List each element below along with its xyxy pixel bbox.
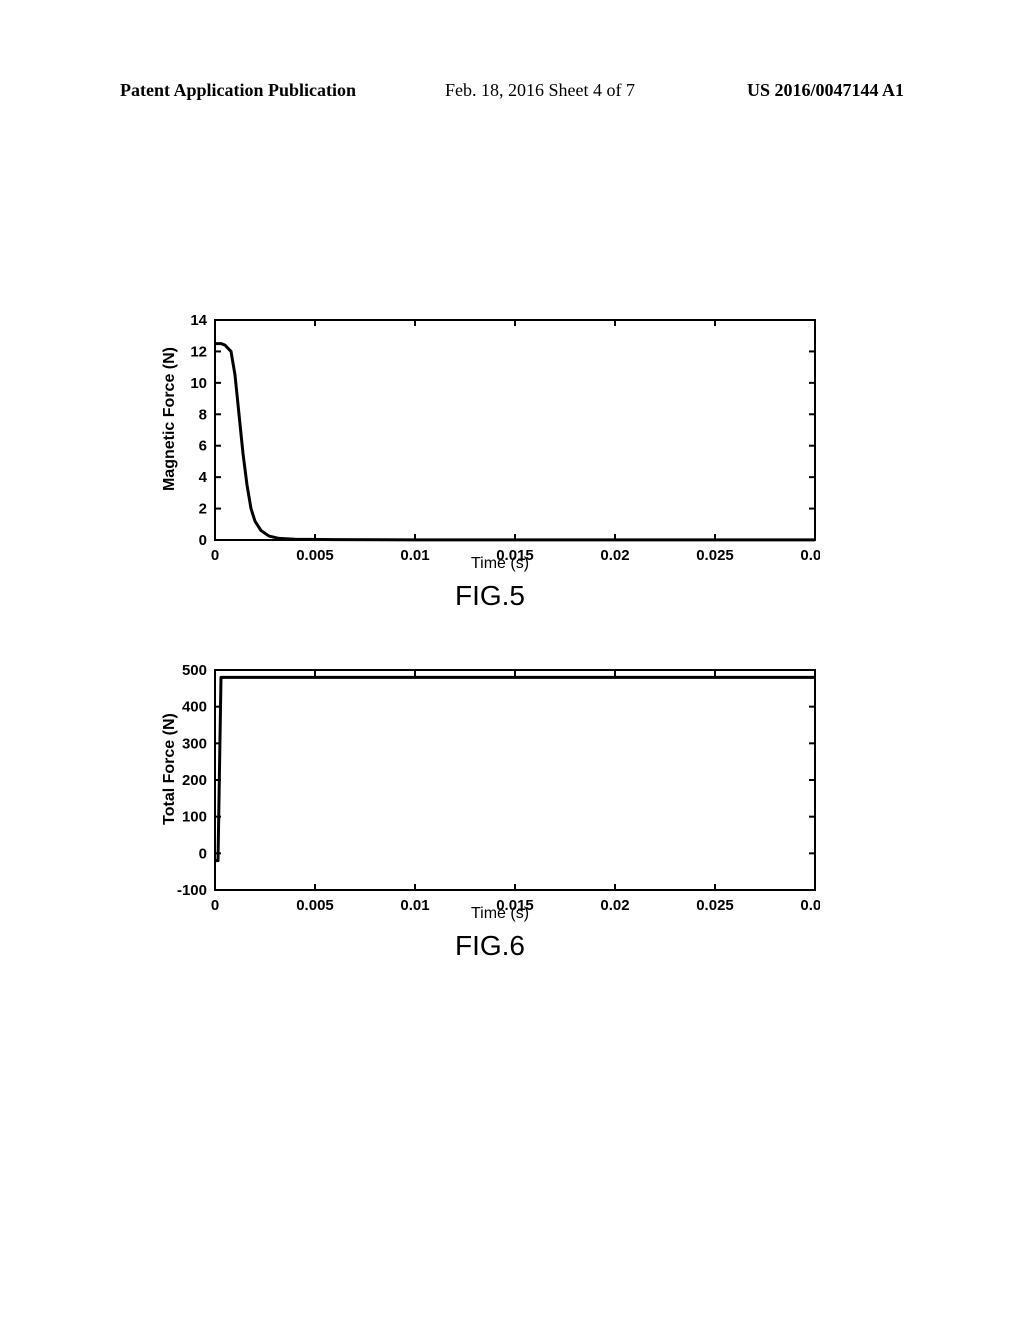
- svg-text:0.01: 0.01: [400, 897, 429, 910]
- svg-text:0.03: 0.03: [800, 547, 820, 560]
- chart5-fig-label: FIG.5: [420, 580, 560, 612]
- svg-text:0: 0: [211, 897, 219, 910]
- chart6-fig-label: FIG.6: [420, 930, 560, 962]
- chart6-xlabel: Time (s): [440, 905, 560, 923]
- chart5-ylabel: Magnetic Force (N): [161, 339, 179, 499]
- svg-text:10: 10: [190, 375, 207, 392]
- svg-text:2: 2: [199, 501, 207, 518]
- svg-text:0.005: 0.005: [296, 897, 334, 910]
- svg-text:500: 500: [182, 662, 207, 679]
- svg-text:0.02: 0.02: [600, 547, 629, 560]
- svg-text:6: 6: [199, 438, 207, 455]
- svg-text:0.005: 0.005: [296, 547, 334, 560]
- svg-text:0: 0: [199, 845, 207, 862]
- svg-text:300: 300: [182, 735, 207, 752]
- svg-text:4: 4: [199, 469, 208, 486]
- chart5-svg: 00.0050.010.0150.020.0250.0302468101214: [160, 310, 820, 560]
- svg-text:0.025: 0.025: [696, 897, 734, 910]
- svg-text:14: 14: [190, 312, 207, 329]
- svg-text:0.02: 0.02: [600, 897, 629, 910]
- chart-fig5: Magnetic Force (N) 00.0050.010.0150.020.…: [160, 310, 820, 565]
- svg-text:0.025: 0.025: [696, 547, 734, 560]
- header-left: Patent Application Publication: [120, 80, 356, 101]
- header-center: Feb. 18, 2016 Sheet 4 of 7: [445, 80, 635, 101]
- chart-fig6: Total Force (N) 00.0050.010.0150.020.025…: [160, 660, 820, 915]
- svg-text:8: 8: [199, 406, 207, 423]
- chart5-xlabel: Time (s): [440, 555, 560, 573]
- svg-text:-100: -100: [177, 882, 207, 899]
- svg-text:400: 400: [182, 699, 207, 716]
- svg-text:100: 100: [182, 809, 207, 826]
- svg-text:12: 12: [190, 343, 207, 360]
- svg-text:200: 200: [182, 772, 207, 789]
- svg-text:0: 0: [211, 547, 219, 560]
- svg-text:0: 0: [199, 532, 207, 549]
- chart6-ylabel: Total Force (N): [161, 689, 179, 849]
- chart6-svg: 00.0050.010.0150.020.0250.03-10001002003…: [160, 660, 820, 910]
- svg-text:0.03: 0.03: [800, 897, 820, 910]
- header-right: US 2016/0047144 A1: [747, 80, 904, 101]
- svg-text:0.01: 0.01: [400, 547, 429, 560]
